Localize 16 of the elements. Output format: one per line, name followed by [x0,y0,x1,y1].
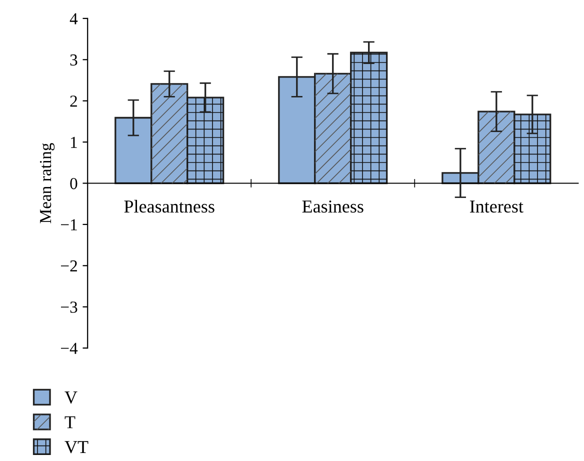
y-tick-label: −1 [60,219,77,230]
x-tick-label: Interest [470,200,524,213]
y-tick-label: −2 [60,260,77,272]
legend-label: V [64,392,78,404]
x-tick-label: Pleasantness [124,200,214,213]
legend-label: VT [64,441,88,454]
x-tick-label: Easiness [302,200,364,213]
y-tick-label: 4 [70,13,78,24]
y-tick-label: 2 [70,96,77,107]
legend-label: T [64,416,76,428]
y-tick-label: 1 [71,136,77,148]
y-tick-label: −4 [60,342,78,354]
y-axis-title: Mean rating [40,143,55,224]
y-tick-label: 3 [70,54,78,66]
y-tick-label: −3 [60,302,78,313]
y-tick-label: 0 [70,178,78,190]
